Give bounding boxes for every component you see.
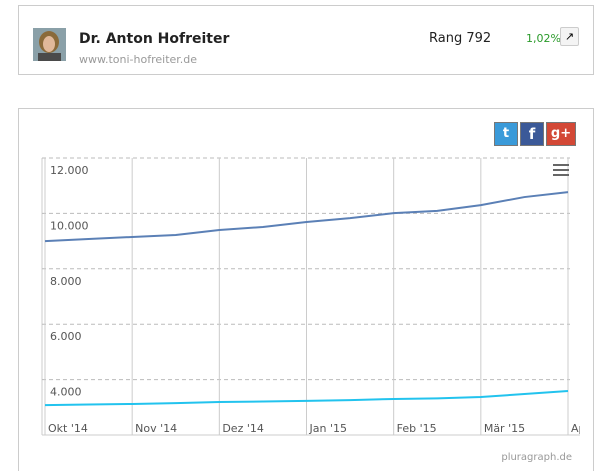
y-tick-label: 12.000 <box>50 164 89 177</box>
x-tick-label: Jan '15 <box>309 422 347 435</box>
person-name: Dr. Anton Hofreiter <box>79 31 230 47</box>
change: 1,02% <box>526 32 561 45</box>
googleplus-button[interactable]: g+ <box>546 122 576 146</box>
footer-credit: pluragraph.de <box>501 452 572 463</box>
series-line <box>44 191 569 243</box>
x-tick-label: Feb '15 <box>397 422 437 435</box>
profile-card: Dr. Anton Hofreiter www.toni-hofreiter.d… <box>18 5 594 75</box>
twitter-button[interactable]: t <box>494 122 518 146</box>
menu-icon[interactable] <box>553 164 569 176</box>
rank: Rang 792 <box>429 31 492 46</box>
y-tick-label: 6.000 <box>50 330 82 343</box>
url: www.toni-hofreiter.de <box>79 53 198 66</box>
x-tick-label: Okt '14 <box>48 422 88 435</box>
share-buttons: t f g+ <box>494 122 576 146</box>
y-tick-label: 8.000 <box>50 275 82 288</box>
x-tick-label: Mär '15 <box>484 422 525 435</box>
series-line <box>44 389 569 407</box>
y-tick-label: 4.000 <box>50 386 82 399</box>
x-tick-label: Nov '14 <box>135 422 177 435</box>
y-tick-label: 10.000 <box>50 219 89 232</box>
x-tick-label: Apr '15 <box>571 422 603 435</box>
facebook-button[interactable]: f <box>520 122 544 146</box>
avatar <box>33 28 66 61</box>
trend-button[interactable]: ↗ <box>560 27 579 46</box>
x-tick-label: Dez '14 <box>222 422 264 435</box>
